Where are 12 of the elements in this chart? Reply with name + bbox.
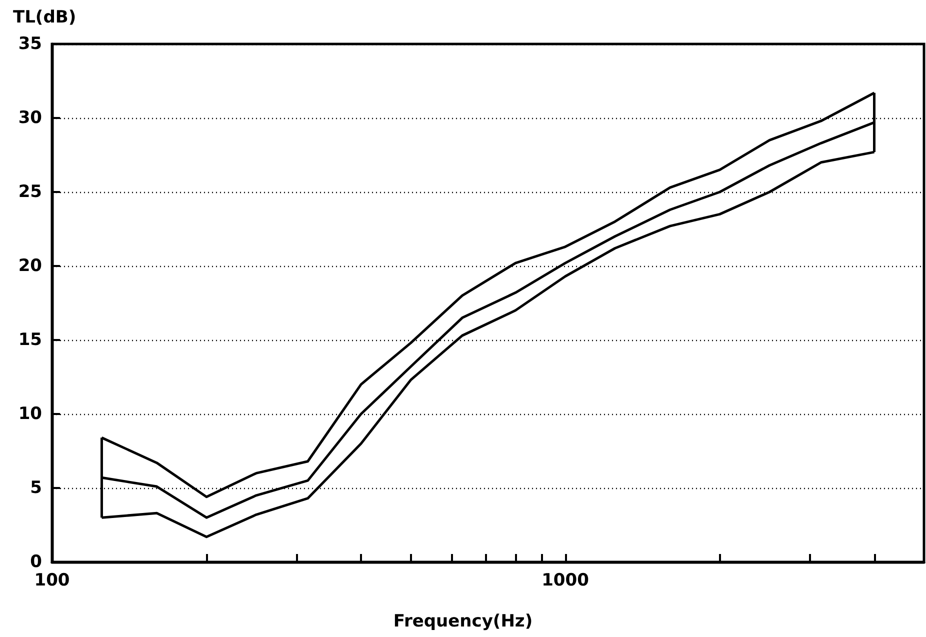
x-tick-label: 100 [34,570,70,590]
y-tick-label: 20 [18,256,42,276]
y-tick-label: 25 [18,182,42,202]
y-tick-label: 5 [30,478,42,498]
x-axis-title: Frequency(Hz) [393,612,533,632]
y-tick-label: 15 [18,330,42,350]
y-tick-label: 30 [18,108,42,128]
y-tick-label: 0 [30,552,42,572]
y-tick-label: 35 [18,34,42,54]
x-tick-label: 1000 [542,570,590,590]
y-tick-label: 10 [18,404,42,424]
y-axis-title: TL(dB) [13,8,76,28]
